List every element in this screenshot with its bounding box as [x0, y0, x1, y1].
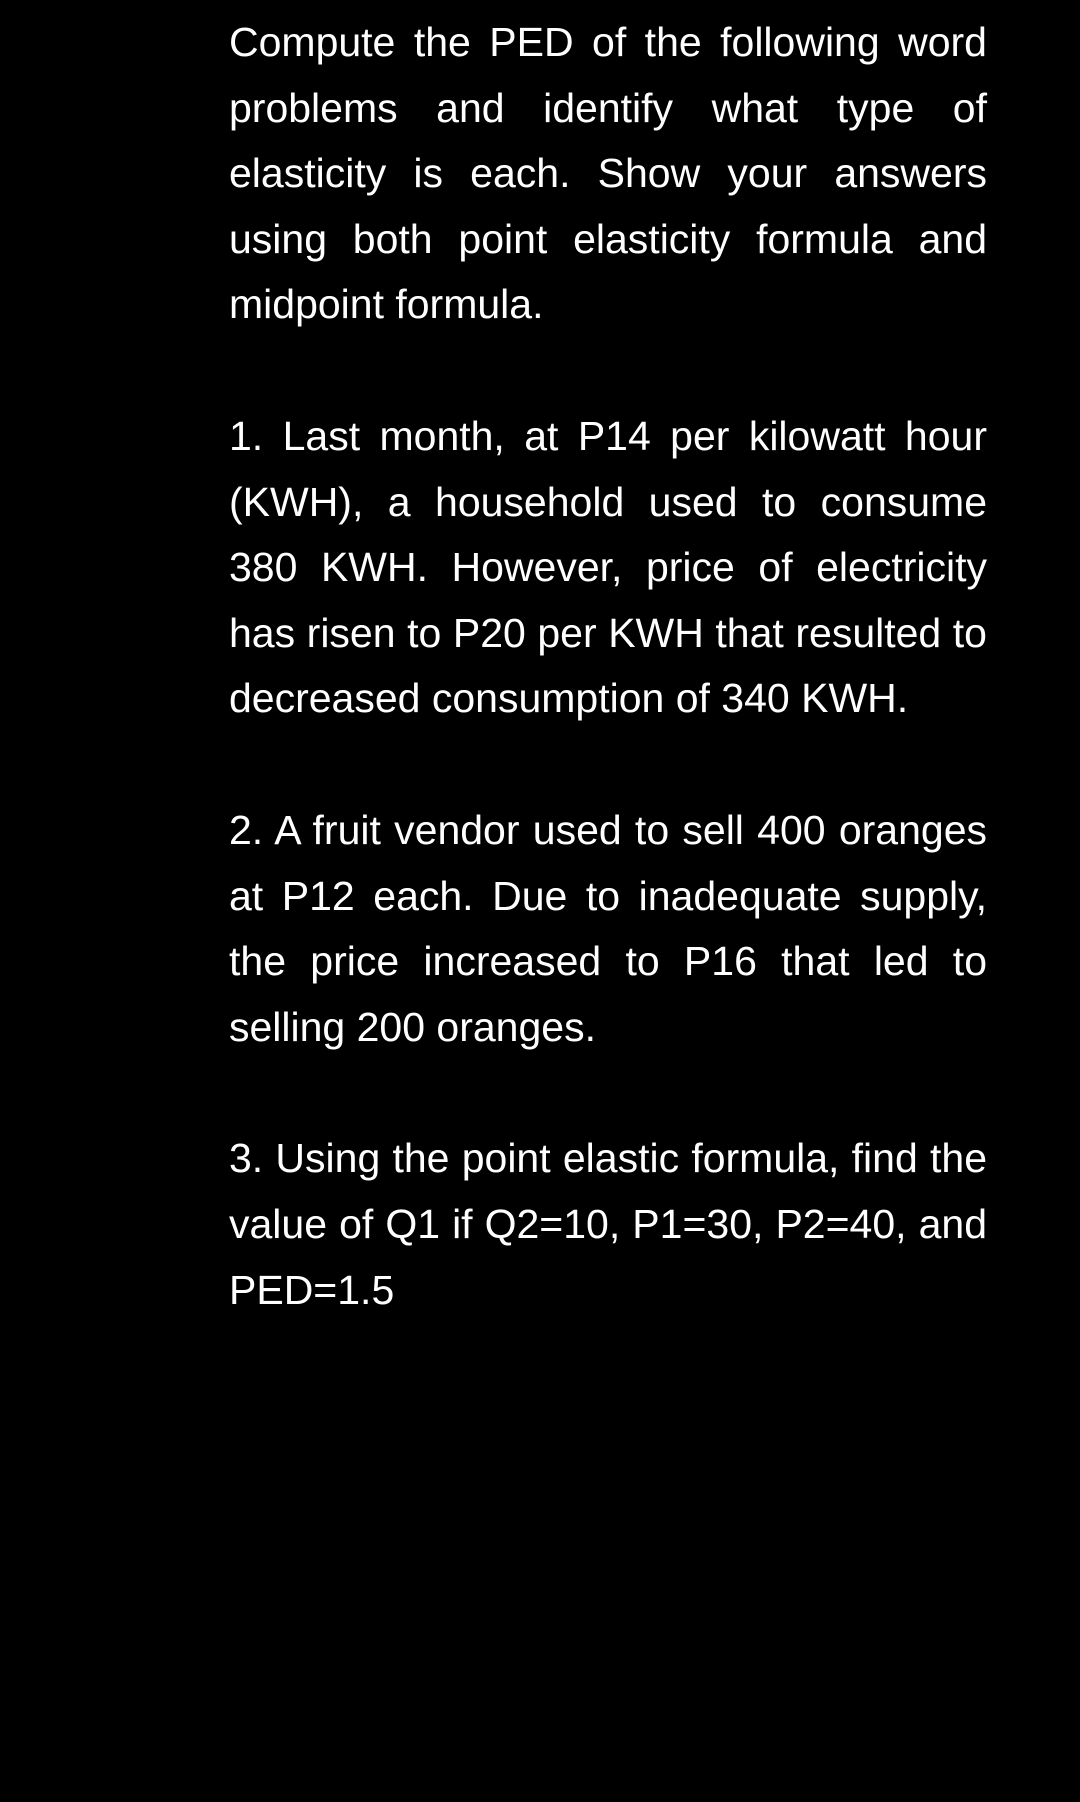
- intro-paragraph: Compute the PED of the following word pr…: [229, 10, 987, 338]
- question-2: 2. A fruit vendor used to sell 400 orang…: [229, 798, 987, 1060]
- document-content: Compute the PED of the following word pr…: [229, 10, 987, 1323]
- question-3: 3. Using the point elastic formula, find…: [229, 1126, 987, 1323]
- question-1: 1. Last month, at P14 per kilowatt hour …: [229, 404, 987, 732]
